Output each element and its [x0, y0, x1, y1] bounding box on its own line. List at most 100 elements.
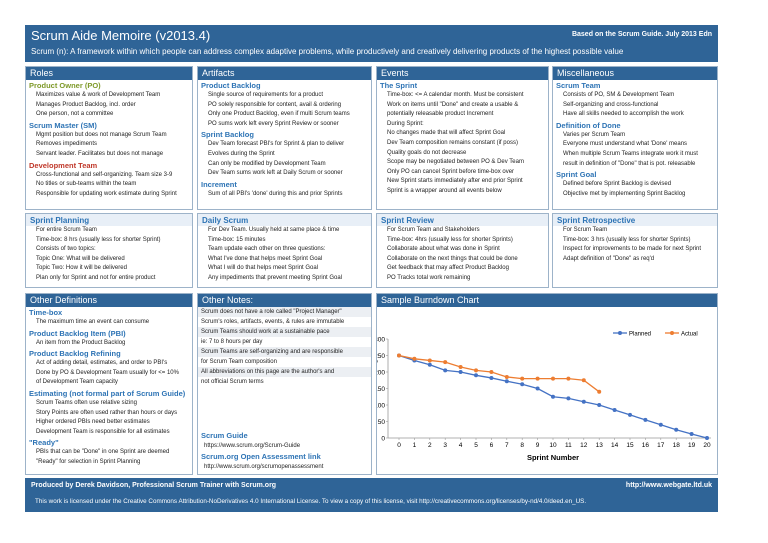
- x-tick-label: 8: [520, 442, 524, 449]
- chart-panel: Sample Burndown Chart 050100150200250300…: [376, 293, 718, 475]
- block-heading: Estimating (not formal part of Scrum Gui…: [29, 388, 186, 398]
- text-line: Team update each other on three question…: [208, 246, 326, 253]
- x-tick-label: 1: [413, 442, 417, 449]
- text-line: Adapt definition of "Done" as req'd: [563, 255, 655, 262]
- license: This work is licensed under the Creative…: [35, 498, 587, 505]
- text-line: Manages Product Backlog, incl. order: [36, 101, 136, 108]
- x-tick-label: 4: [459, 442, 463, 449]
- data-point: [705, 436, 709, 440]
- block-heading: The Sprint: [380, 81, 418, 90]
- credit: Produced by Derek Davidson, Professional…: [31, 482, 277, 489]
- link-heading: Scrum.org Open Assessment link: [201, 452, 321, 461]
- text-line: PO sums work left every Sprint Review or…: [208, 120, 339, 127]
- text-line: Everyone must understand what 'Done' mea…: [563, 141, 688, 148]
- data-point: [612, 407, 617, 412]
- text-line: potentially releasable product Increment: [387, 111, 494, 118]
- text-line: of Development Team capacity: [36, 379, 118, 386]
- text-line: Scope may be negotiated between PO & Dev…: [387, 159, 524, 166]
- data-point: [628, 412, 632, 417]
- text-line: Time-box: 3 hrs (usually less for shorte…: [563, 236, 691, 243]
- y-axis-title: Work Remaining: [377, 359, 378, 418]
- x-tick-label: 10: [549, 442, 557, 449]
- text-line: Sprint is a wrapper around all events be…: [387, 187, 502, 194]
- spacer: [198, 387, 371, 430]
- text-line: Can only be modified by Development Team: [208, 160, 326, 167]
- text-line: For Scrum Team: [563, 227, 608, 233]
- text-line: Responsible for updating work estimate d…: [36, 190, 177, 197]
- other-notes-panel: Other Notes: Scrum does not have a role …: [197, 293, 372, 475]
- x-tick-label: 16: [642, 442, 650, 449]
- data-point: [535, 386, 540, 391]
- data-point: [443, 368, 448, 373]
- block-heading: Increment: [201, 179, 237, 189]
- data-point: [458, 365, 463, 370]
- text-line: result in definition of "Done" that is p…: [563, 160, 696, 167]
- text-line: Topic Two: How it will be delivered: [36, 265, 127, 272]
- text-line: "Ready" for selection in Sprint Planning: [36, 458, 141, 465]
- panel-title: Sprint Retrospective: [553, 214, 717, 226]
- panel: Other Definitions Time-box The maximum tim…: [25, 293, 193, 475]
- note-line: Scrum's roles, artifacts, events, & rule…: [201, 319, 345, 325]
- link-url: http://www.scrum.org/scrumopenassessment: [204, 464, 324, 470]
- text-line: For entire Scrum Team: [36, 227, 97, 233]
- panel-title: Other Notes:: [198, 294, 371, 307]
- text-line: No titles or sub-teams within the team: [36, 181, 137, 188]
- footer: Produced by Derek Davidson, Professional…: [25, 478, 718, 512]
- panel-title: Sprint Review: [377, 214, 548, 226]
- data-point: [412, 356, 417, 361]
- text-line: Defined before Sprint Backlog is devised: [563, 181, 672, 188]
- y-tick-label: 0: [381, 436, 385, 443]
- panel: Artifacts Product Backlog Single source of…: [197, 66, 372, 210]
- chart: 0501001502002503000123456789101112131415…: [377, 331, 711, 462]
- text-line: An item from the Product Backlog: [36, 339, 126, 346]
- text-line: Time-box: 4hrs (usually less for shorter…: [387, 236, 513, 243]
- website: http://www.webgate.ltd.uk: [625, 482, 712, 489]
- panel: Sprint Review For Scrum Team and Stakehol…: [376, 213, 549, 288]
- block-heading: Definition of Done: [556, 120, 621, 130]
- block-heading: "Ready": [29, 438, 59, 448]
- text-line: For Dev Team. Usually held at same place…: [208, 227, 340, 233]
- text-line: Any impediments that prevent meeting Spr…: [208, 274, 343, 281]
- x-tick-label: 19: [688, 442, 696, 449]
- text-line: Collaborate about what was done in Sprin…: [387, 246, 500, 253]
- text-line: The maximum time an event can consume: [36, 319, 150, 325]
- x-tick-label: 18: [673, 442, 681, 449]
- y-tick-label: 100: [377, 403, 385, 410]
- legend-label: Actual: [681, 331, 698, 337]
- text-line: Get feedback that may affect Product Bac…: [387, 265, 509, 272]
- block-heading: Time-box: [29, 308, 63, 317]
- text-line: Development Team is responsible for all …: [36, 428, 170, 435]
- x-tick-label: 5: [474, 442, 478, 449]
- x-tick-label: 0: [397, 442, 401, 449]
- note-line: All abbreviations on this page are the a…: [198, 367, 371, 377]
- data-point: [689, 432, 694, 437]
- data-point: [597, 403, 602, 407]
- text-line: Evolves during the Sprint: [208, 150, 275, 157]
- x-axis-title: Sprint Number: [527, 453, 579, 462]
- data-point: [489, 370, 494, 374]
- data-point: [520, 376, 525, 381]
- text-line: Dev Team forecast PBI's for Sprint & pla…: [208, 141, 345, 148]
- data-point: [535, 376, 540, 381]
- x-tick-label: 14: [611, 442, 619, 449]
- data-point: [643, 417, 648, 422]
- data-point: [658, 422, 663, 427]
- panel: Events The Sprint Time-box: <= A calendar …: [376, 66, 549, 210]
- block-heading: Scrum Master (SM): [29, 120, 97, 130]
- y-tick-label: 150: [377, 386, 385, 393]
- text-line: No changes made that will affect Sprint …: [387, 130, 506, 137]
- data-point: [551, 394, 555, 399]
- text-line: Cross-functional and self-organizing. Te…: [36, 171, 173, 178]
- panel: Daily Scrum For Dev Team. Usually held at…: [197, 213, 372, 288]
- legend-marker: [670, 331, 674, 335]
- x-tick-label: 9: [536, 442, 540, 449]
- text-line: Done by PO & Development Team usually fo…: [36, 369, 179, 376]
- text-line: Story Points are often used rather than …: [36, 409, 178, 416]
- panel: Sprint Planning For entire Scrum Team Time…: [25, 213, 193, 288]
- data-point: [566, 396, 571, 401]
- panel-title: Events: [377, 67, 548, 80]
- text-line: Plan only for Sprint and not for entire …: [36, 274, 156, 281]
- note-line: Scrum does not have a role called "Proje…: [198, 307, 371, 317]
- data-point: [581, 378, 586, 383]
- spacer: [198, 472, 371, 474]
